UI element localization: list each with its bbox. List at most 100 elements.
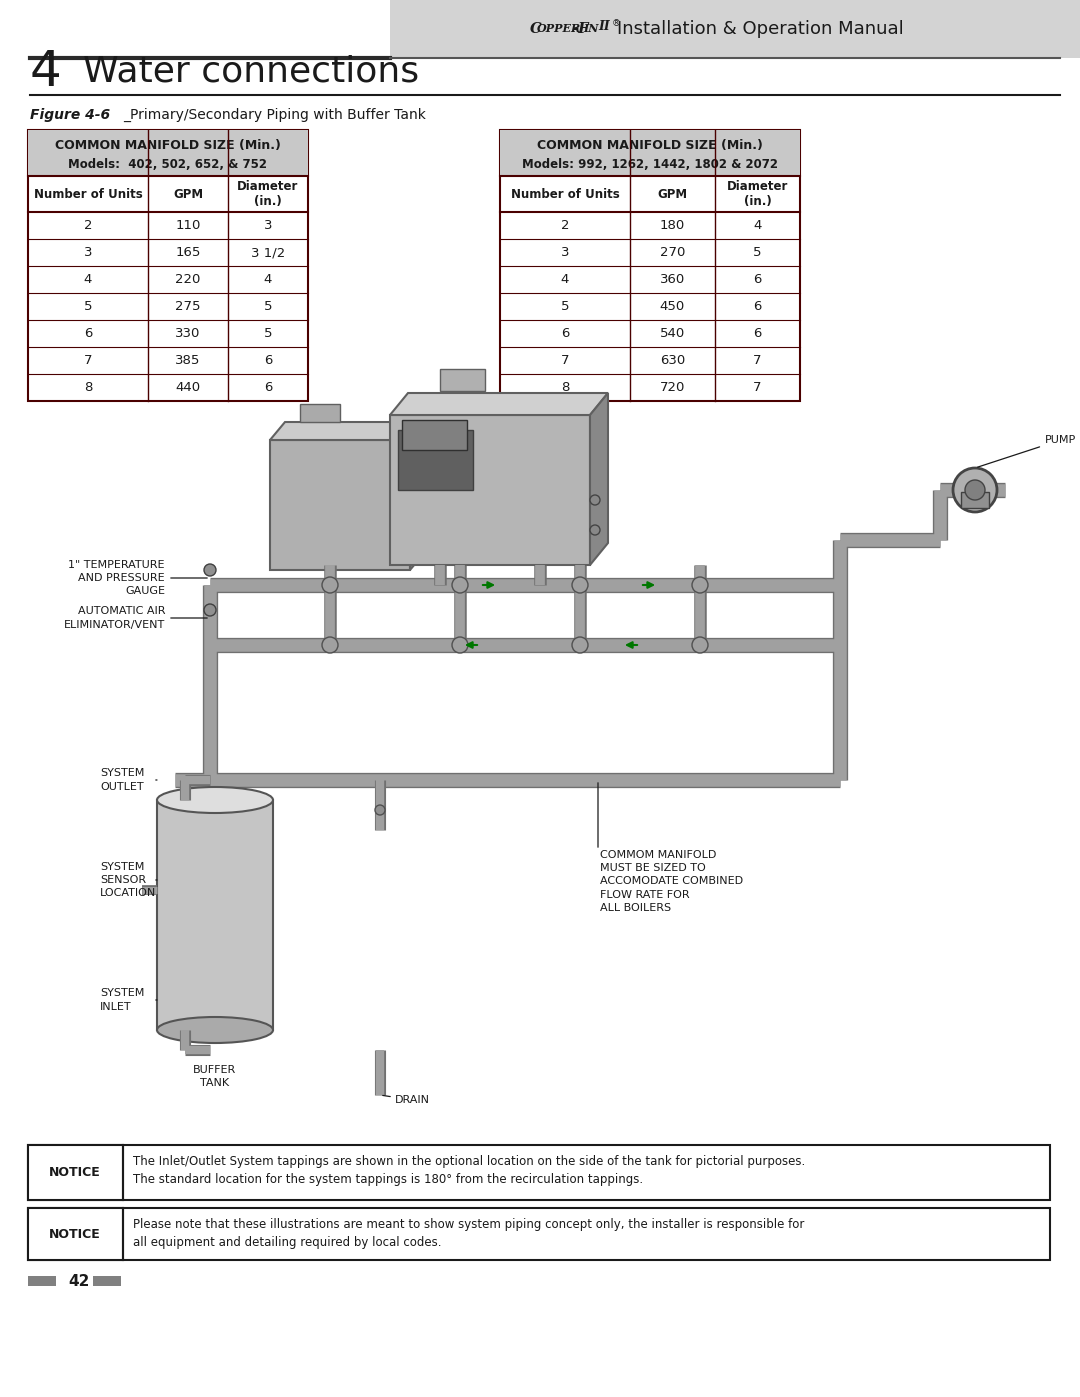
Text: 220: 220	[175, 272, 201, 286]
Text: Water connections: Water connections	[83, 54, 419, 89]
Text: 3 1/2: 3 1/2	[251, 246, 285, 258]
Text: COMMOM MANIFOLD
MUST BE SIZED TO
ACCOMODATE COMBINED
FLOW RATE FOR
ALL BOILERS: COMMOM MANIFOLD MUST BE SIZED TO ACCOMOD…	[600, 849, 743, 912]
Ellipse shape	[157, 787, 273, 813]
Bar	[500, 130, 800, 176]
Circle shape	[572, 577, 588, 592]
Text: Number of Units: Number of Units	[33, 187, 143, 201]
Text: 4: 4	[264, 272, 272, 286]
Bar	[28, 1208, 123, 1260]
Bar	[93, 1275, 121, 1287]
Text: 8: 8	[561, 381, 569, 394]
Circle shape	[692, 637, 708, 652]
Text: 720: 720	[660, 381, 685, 394]
Text: Installation & Operation Manual: Installation & Operation Manual	[617, 20, 903, 38]
Bar	[402, 420, 467, 450]
Text: GPM: GPM	[173, 187, 203, 201]
Text: 2: 2	[561, 219, 569, 232]
Circle shape	[322, 637, 338, 652]
Bar	[390, 0, 1080, 59]
Circle shape	[953, 468, 997, 511]
Text: 6: 6	[561, 327, 569, 339]
Text: 540: 540	[660, 327, 685, 339]
Text: 360: 360	[660, 272, 685, 286]
Circle shape	[204, 604, 216, 616]
Text: 1" TEMPERATURE
AND PRESSURE
GAUGE: 1" TEMPERATURE AND PRESSURE GAUGE	[68, 560, 165, 597]
Polygon shape	[390, 393, 608, 415]
Bar	[390, 415, 590, 564]
Text: 180: 180	[660, 219, 685, 232]
Text: 5: 5	[561, 300, 569, 313]
Text: 6: 6	[754, 327, 761, 339]
Bar	[270, 440, 410, 570]
Text: NOTICE: NOTICE	[49, 1166, 100, 1179]
Polygon shape	[590, 393, 608, 564]
Text: 630: 630	[660, 353, 685, 367]
Text: OPPER: OPPER	[537, 24, 581, 35]
Text: GPM: GPM	[658, 187, 688, 201]
Text: 450: 450	[660, 300, 685, 313]
Ellipse shape	[157, 1017, 273, 1044]
Circle shape	[453, 577, 468, 592]
Text: COMMON MANIFOLD SIZE (Min.): COMMON MANIFOLD SIZE (Min.)	[55, 138, 281, 151]
Bar	[28, 1146, 1050, 1200]
Text: AUTOMATIC AIR
ELIMINATOR/VENT: AUTOMATIC AIR ELIMINATOR/VENT	[64, 606, 165, 630]
Text: 165: 165	[175, 246, 201, 258]
Text: 6: 6	[84, 327, 92, 339]
Text: Number of Units: Number of Units	[511, 187, 619, 201]
Text: 4: 4	[84, 272, 92, 286]
Text: 7: 7	[753, 381, 761, 394]
Bar	[440, 369, 485, 391]
Text: 110: 110	[175, 219, 201, 232]
Text: 440: 440	[175, 381, 201, 394]
Text: 7: 7	[561, 353, 569, 367]
Text: DRAIN: DRAIN	[395, 1095, 430, 1105]
Bar	[28, 1208, 1050, 1260]
Text: COMMON MANIFOLD SIZE (Min.): COMMON MANIFOLD SIZE (Min.)	[537, 138, 762, 151]
Text: The Inlet/Outlet System tappings are shown in the optional location on the side : The Inlet/Outlet System tappings are sho…	[133, 1155, 806, 1186]
Text: 330: 330	[175, 327, 201, 339]
Text: Models: 992, 1262, 1442, 1802 & 2072: Models: 992, 1262, 1442, 1802 & 2072	[522, 158, 778, 170]
Text: 5: 5	[84, 300, 92, 313]
Text: 5: 5	[264, 300, 272, 313]
Bar	[500, 130, 800, 401]
Text: 5: 5	[264, 327, 272, 339]
Text: SYSTEM
SENSOR
LOCATION: SYSTEM SENSOR LOCATION	[100, 862, 157, 898]
Circle shape	[966, 481, 985, 500]
Text: BUFFER
TANK: BUFFER TANK	[193, 1065, 237, 1088]
Text: 6: 6	[754, 272, 761, 286]
Text: 6: 6	[754, 300, 761, 313]
Text: 4: 4	[754, 219, 761, 232]
Text: IN: IN	[583, 24, 598, 35]
Bar	[961, 492, 989, 509]
Bar	[28, 130, 308, 401]
Text: 42: 42	[68, 1274, 90, 1288]
Bar	[28, 130, 308, 176]
Text: 3: 3	[84, 246, 92, 258]
Circle shape	[204, 564, 216, 576]
Text: 7: 7	[84, 353, 92, 367]
Text: Please note that these illustrations are meant to show system piping concept onl: Please note that these illustrations are…	[133, 1218, 805, 1249]
Circle shape	[692, 577, 708, 592]
Bar	[28, 1275, 56, 1287]
Bar	[399, 430, 473, 490]
Text: II: II	[598, 21, 610, 34]
Text: 5: 5	[753, 246, 761, 258]
Circle shape	[375, 805, 384, 814]
Circle shape	[590, 495, 600, 504]
Text: Diameter
(in.): Diameter (in.)	[238, 179, 299, 208]
Text: 7: 7	[753, 353, 761, 367]
Text: 270: 270	[660, 246, 685, 258]
Text: 4: 4	[561, 272, 569, 286]
Text: -F: -F	[572, 22, 589, 36]
Text: 3: 3	[264, 219, 272, 232]
Bar	[157, 800, 273, 1030]
Circle shape	[590, 525, 600, 535]
Polygon shape	[270, 422, 426, 440]
Text: ®: ®	[612, 20, 621, 28]
Text: 6: 6	[264, 353, 272, 367]
Text: 6: 6	[264, 381, 272, 394]
Circle shape	[322, 577, 338, 592]
Text: 4: 4	[30, 47, 62, 96]
Text: 275: 275	[175, 300, 201, 313]
Text: _Primary/Secondary Piping with Buffer Tank: _Primary/Secondary Piping with Buffer Ta…	[123, 108, 426, 122]
